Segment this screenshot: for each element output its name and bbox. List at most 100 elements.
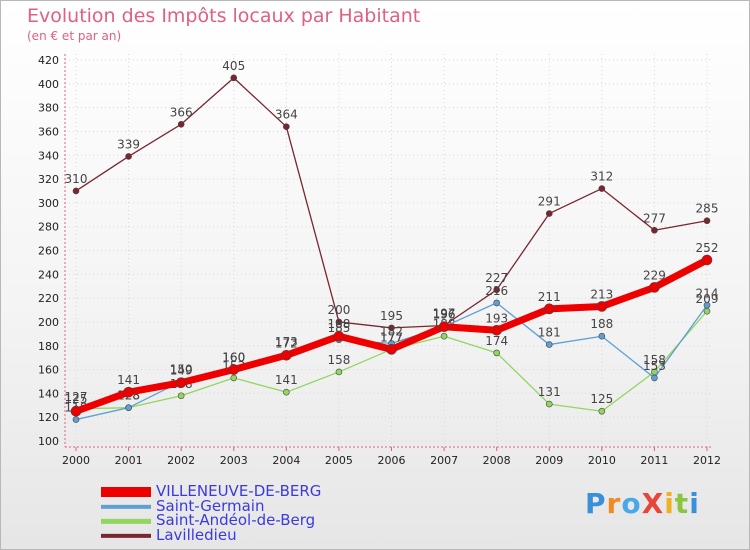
- data-label-lavilledieu: 277: [643, 211, 666, 225]
- data-label-lavilledieu: 285: [696, 202, 719, 216]
- y-tick-label: 320: [38, 173, 59, 186]
- data-point-lavilledieu: [493, 286, 500, 294]
- data-point-villeneuve-de-berg: [123, 386, 134, 398]
- y-tick-label: 120: [38, 411, 59, 424]
- data-label-saint-andeol-de-berg: 125: [590, 392, 613, 406]
- x-tick-label: 2008: [483, 454, 511, 467]
- data-label-lavilledieu: 366: [170, 105, 193, 119]
- data-point-lavilledieu: [230, 74, 238, 82]
- data-label-villeneuve-de-berg: 229: [643, 268, 666, 282]
- y-tick-label: 360: [38, 125, 59, 138]
- data-label-saint-germain: 160: [222, 351, 245, 365]
- data-label-villeneuve-de-berg: 213: [590, 287, 613, 301]
- data-label-villeneuve-de-berg: 211: [538, 290, 561, 304]
- data-label-lavilledieu: 291: [538, 195, 561, 209]
- data-point-saint-andeol-de-berg: [335, 368, 343, 376]
- data-label-saint-germain: 188: [590, 317, 613, 331]
- data-point-lavilledieu: [545, 210, 553, 217]
- data-label-lavilledieu: 227: [485, 271, 508, 285]
- data-label-saint-germain: 150: [170, 362, 193, 376]
- data-point-villeneuve-de-berg: [228, 364, 240, 375]
- legend-label: Saint-Germain: [156, 496, 265, 515]
- data-label-lavilledieu: 312: [590, 170, 613, 184]
- data-point-saint-germain: [545, 341, 553, 348]
- y-tick-label: 280: [38, 221, 59, 234]
- x-tick-label: 2010: [588, 454, 616, 467]
- data-label-saint-germain: 182: [380, 324, 403, 338]
- data-label-villeneuve-de-berg: 193: [485, 311, 508, 325]
- y-tick-label: 140: [38, 387, 59, 400]
- x-tick-label: 2002: [167, 454, 195, 467]
- data-point-saint-andeol-de-berg: [177, 392, 185, 400]
- y-tick-label: 420: [38, 54, 59, 67]
- data-label-lavilledieu: 339: [117, 137, 140, 151]
- data-label-saint-andeol-de-berg: 158: [643, 353, 666, 367]
- data-point-saint-germain: [72, 416, 80, 423]
- data-point-lavilledieu: [125, 153, 132, 160]
- x-tick-label: 2009: [535, 454, 563, 467]
- data-point-villeneuve-de-berg: [175, 377, 187, 388]
- data-point-saint-andeol-de-berg: [545, 400, 553, 408]
- chart-title: Evolution des Impôts locaux par Habitant: [27, 5, 421, 27]
- data-point-saint-andeol-de-berg: [493, 349, 500, 357]
- legend-label: Saint-Andéol-de-Berg: [156, 511, 316, 529]
- data-label-villeneuve-de-berg: 196: [433, 308, 456, 322]
- data-point-villeneuve-de-berg: [491, 324, 502, 336]
- data-point-saint-germain: [598, 332, 606, 340]
- data-label-saint-andeol-de-berg: 127: [65, 390, 88, 404]
- data-point-lavilledieu: [703, 217, 711, 225]
- data-point-saint-andeol-de-berg: [440, 332, 448, 340]
- data-point-saint-germain: [125, 404, 132, 411]
- legend-label: Lavilledieu: [156, 525, 237, 544]
- data-label-saint-andeol-de-berg: 177: [380, 330, 403, 344]
- x-tick-label: 2005: [325, 454, 353, 467]
- data-label-villeneuve-de-berg: 177: [380, 330, 403, 344]
- data-point-villeneuve-de-berg: [386, 344, 397, 355]
- data-label-saint-andeol-de-berg: 209: [696, 292, 719, 306]
- data-point-lavilledieu: [283, 123, 290, 130]
- data-label-villeneuve-de-berg: 252: [696, 241, 719, 255]
- legend-swatch: [101, 504, 151, 509]
- data-point-villeneuve-de-berg: [281, 349, 292, 361]
- x-tick-label: 2004: [272, 454, 300, 467]
- data-point-villeneuve-de-berg: [438, 321, 450, 333]
- data-point-saint-andeol-de-berg: [230, 374, 238, 382]
- y-tick-label: 340: [38, 149, 59, 162]
- data-label-lavilledieu: 364: [275, 108, 298, 122]
- data-point-lavilledieu: [651, 226, 658, 234]
- data-point-saint-germain: [703, 301, 711, 309]
- data-label-saint-germain: 185: [327, 321, 350, 335]
- data-point-lavilledieu: [177, 120, 185, 128]
- data-label-villeneuve-de-berg: 125: [65, 392, 88, 406]
- y-tick-label: 100: [38, 435, 59, 448]
- x-tick-label: 2003: [220, 454, 248, 467]
- data-label-saint-germain: 173: [275, 335, 298, 349]
- data-label-saint-germain: 216: [485, 284, 508, 298]
- y-tick-label: 200: [38, 316, 59, 329]
- legend-label: VILLENEUVE-DE-BERG: [156, 482, 322, 500]
- x-tick-label: 2007: [430, 454, 458, 467]
- data-label-saint-andeol-de-berg: 131: [538, 385, 561, 399]
- data-point-lavilledieu: [598, 185, 606, 192]
- x-tick-label: 2011: [640, 454, 668, 467]
- y-tick-label: 180: [38, 340, 59, 353]
- data-point-saint-andeol-de-berg: [598, 407, 606, 415]
- y-tick-label: 240: [38, 268, 59, 281]
- data-label-saint-germain: 196: [433, 308, 456, 322]
- legend-swatch: [101, 487, 151, 498]
- data-point-saint-germain: [493, 299, 500, 307]
- data-point-villeneuve-de-berg: [701, 254, 713, 266]
- data-point-lavilledieu: [388, 324, 395, 332]
- data-point-villeneuve-de-berg: [70, 405, 82, 417]
- x-tick-label: 2000: [62, 454, 90, 467]
- data-label-lavilledieu: 310: [65, 172, 88, 186]
- data-point-saint-germain: [651, 374, 658, 382]
- data-label-saint-germain: 214: [696, 286, 719, 300]
- data-label-villeneuve-de-berg: 149: [170, 364, 193, 378]
- data-label-villeneuve-de-berg: 160: [222, 351, 245, 365]
- data-point-villeneuve-de-berg: [596, 301, 608, 312]
- data-label-lavilledieu: 197: [433, 307, 456, 321]
- data-label-lavilledieu: 405: [222, 59, 245, 73]
- x-tick-label: 2006: [378, 454, 406, 467]
